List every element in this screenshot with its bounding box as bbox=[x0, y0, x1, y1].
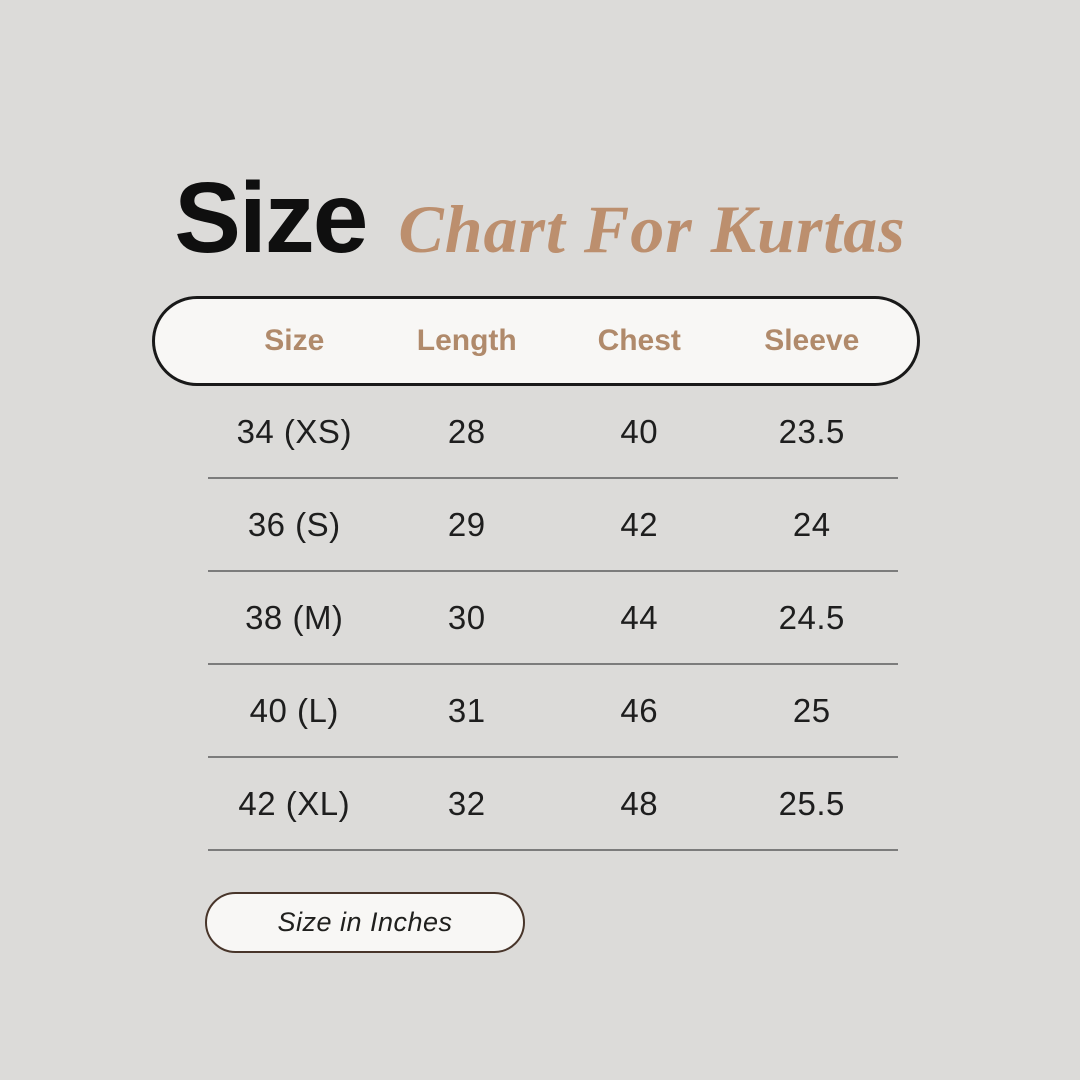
table-row: 38 (M) 30 44 24.5 bbox=[208, 572, 898, 665]
cell-chest: 42 bbox=[620, 505, 659, 543]
cell-length: 30 bbox=[447, 598, 486, 636]
cell-chest: 40 bbox=[620, 412, 659, 450]
cell-length: 31 bbox=[447, 691, 486, 729]
table-header-row: Size Length Chest Sleeve bbox=[208, 299, 898, 383]
table-row: 40 (L) 31 46 25 bbox=[208, 665, 898, 758]
cell-size: 36 (S) bbox=[247, 505, 341, 543]
column-header-size: Size bbox=[264, 324, 325, 357]
cell-chest: 46 bbox=[620, 691, 659, 729]
cell-length: 29 bbox=[447, 505, 486, 543]
column-header-chest: Chest bbox=[597, 324, 681, 357]
cell-sleeve: 24.5 bbox=[778, 598, 845, 636]
column-header-sleeve: Sleeve bbox=[764, 324, 860, 357]
cell-size: 34 (XS) bbox=[236, 412, 352, 450]
table-row: 42 (XL) 32 48 25.5 bbox=[208, 758, 898, 851]
cell-size: 40 (L) bbox=[249, 691, 339, 729]
units-note-pill: Size in Inches bbox=[205, 892, 525, 953]
cell-size: 38 (M) bbox=[245, 598, 344, 636]
cell-length: 32 bbox=[447, 784, 486, 822]
cell-chest: 44 bbox=[620, 598, 659, 636]
cell-sleeve: 25.5 bbox=[778, 784, 845, 822]
title-word-size: Size bbox=[174, 162, 368, 274]
cell-sleeve: 23.5 bbox=[778, 412, 845, 450]
page-title: Size Chart For Kurtas bbox=[0, 168, 1080, 268]
table-row: 34 (XS) 28 40 23.5 bbox=[208, 386, 898, 479]
units-note-label: Size in Inches bbox=[277, 907, 453, 937]
cell-sleeve: 24 bbox=[792, 505, 831, 543]
cell-length: 28 bbox=[447, 412, 486, 450]
column-header-length: Length bbox=[416, 324, 517, 357]
table-header-pill: Size Length Chest Sleeve bbox=[152, 296, 920, 386]
table-row: 36 (S) 29 42 24 bbox=[208, 479, 898, 572]
size-table-body: 34 (XS) 28 40 23.5 36 (S) 29 42 24 38 (M… bbox=[208, 386, 898, 851]
cell-size: 42 (XL) bbox=[238, 784, 351, 822]
title-script-text: Chart For Kurtas bbox=[398, 191, 906, 267]
cell-chest: 48 bbox=[620, 784, 659, 822]
cell-sleeve: 25 bbox=[792, 691, 831, 729]
